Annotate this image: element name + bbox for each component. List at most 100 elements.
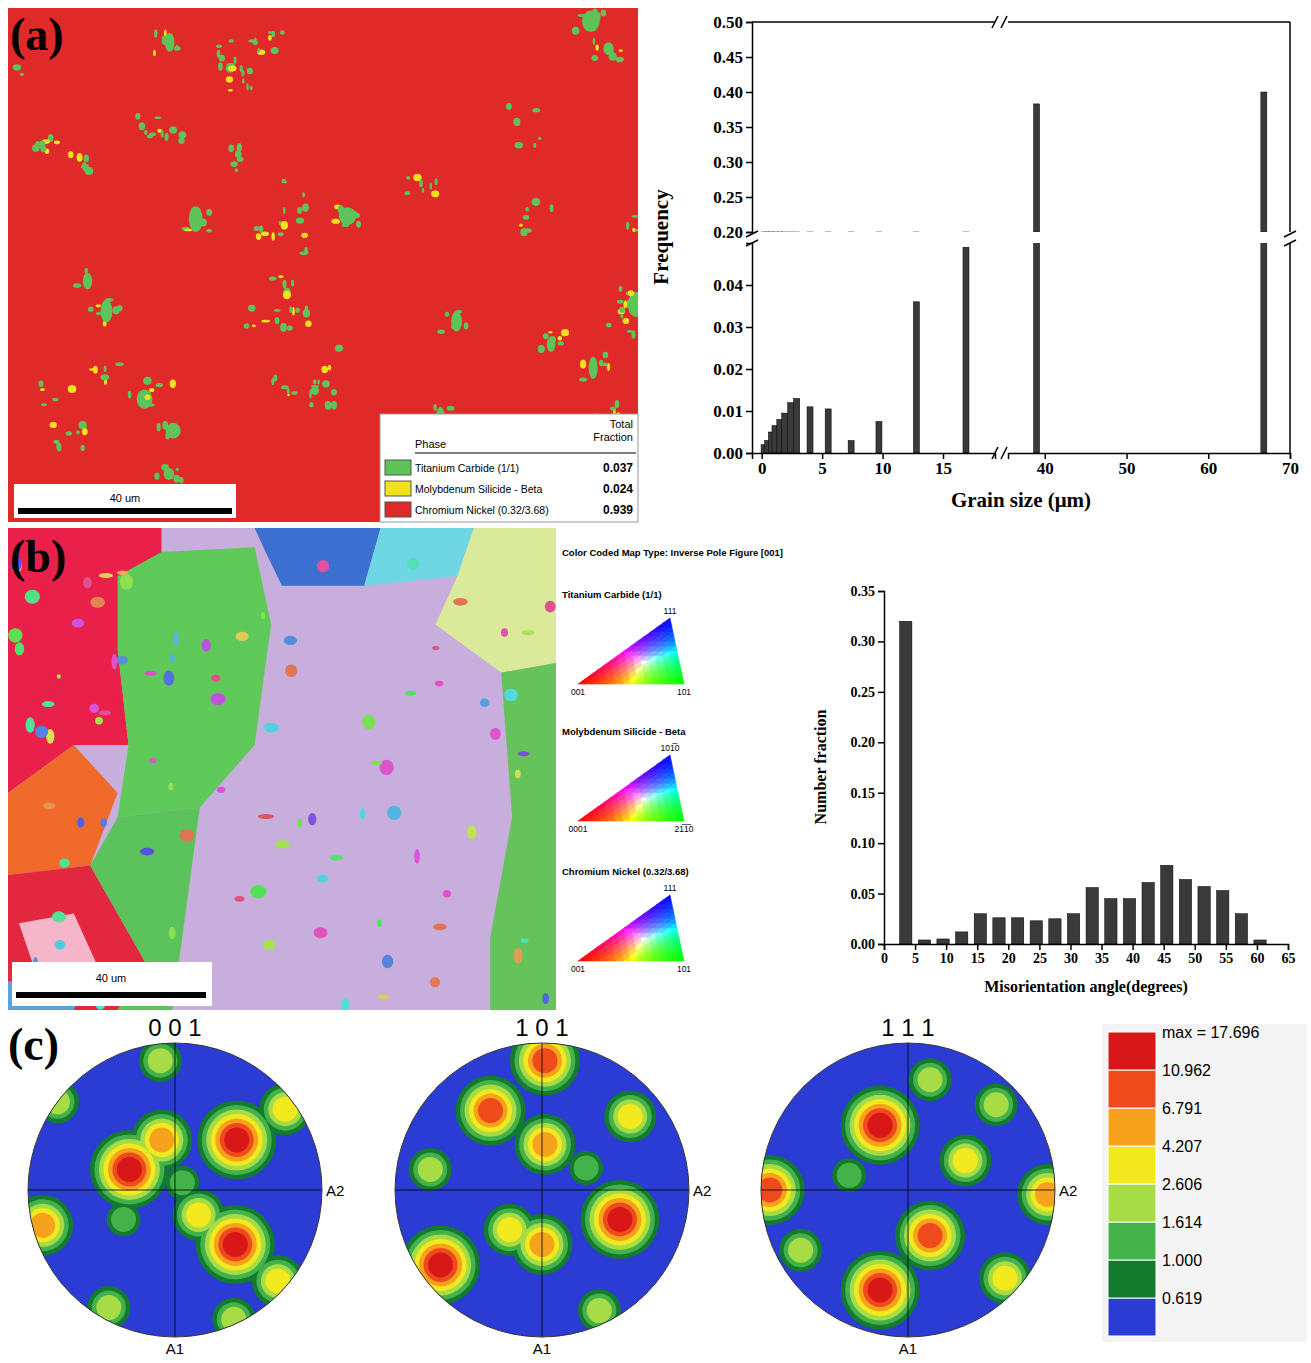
pole-contour — [850, 1095, 911, 1156]
ipf-cell — [641, 797, 649, 802]
particle — [228, 65, 237, 71]
particle — [292, 307, 295, 316]
tick: 0.20 — [851, 735, 885, 750]
ipf-cell — [619, 942, 627, 947]
ipf-cell — [664, 797, 672, 802]
particle — [184, 229, 192, 231]
y-axis-title: Number fraction — [812, 710, 829, 825]
particle — [80, 445, 84, 451]
ipf-cell — [660, 642, 668, 647]
particle — [173, 475, 179, 483]
particle — [178, 137, 185, 144]
particle — [88, 307, 94, 312]
particle — [157, 423, 161, 432]
pole-contour — [256, 1260, 299, 1303]
particle — [371, 761, 382, 766]
particle — [431, 190, 439, 197]
ipf-cell — [656, 797, 664, 802]
tick-mark — [946, 944, 948, 950]
ipf-cell — [668, 779, 676, 784]
bar — [1123, 899, 1135, 944]
tick-label: 55 — [1219, 951, 1233, 966]
pole-contour — [854, 1264, 906, 1316]
ipf-cell — [652, 919, 660, 924]
ipf-cell — [645, 956, 653, 961]
ipf-cell — [627, 942, 635, 947]
ipf-cell — [660, 679, 668, 684]
pole-contour — [418, 1157, 443, 1182]
bar — [876, 422, 882, 454]
particle — [117, 571, 129, 575]
ipf-cell — [659, 637, 667, 642]
pole-contour — [224, 1128, 249, 1153]
particle — [165, 133, 169, 141]
scale-bar-line — [18, 508, 232, 514]
colorbar-band — [1108, 1298, 1156, 1336]
ipf-cell — [654, 651, 662, 656]
particle — [285, 664, 297, 677]
tick-mark — [878, 692, 884, 694]
ipf-cell — [666, 774, 674, 779]
particle — [595, 44, 598, 50]
ipf-cell — [672, 660, 680, 665]
ipf-cell — [642, 665, 650, 670]
tick-label: 0.35 — [713, 118, 743, 137]
tick-mark — [878, 591, 884, 593]
particle — [543, 333, 549, 339]
particle — [278, 275, 284, 278]
particle — [169, 927, 176, 939]
particle — [405, 691, 416, 696]
particle — [264, 723, 279, 733]
ipf-cell — [659, 774, 667, 779]
corner-label: 111 — [664, 883, 677, 893]
particle — [548, 331, 552, 334]
particle — [620, 314, 623, 319]
ipf-cell — [667, 919, 675, 924]
tick-label: 0.03 — [713, 318, 743, 337]
pole-contour — [456, 1076, 526, 1146]
particle — [447, 406, 455, 411]
particle — [218, 62, 223, 70]
tick-mark — [1195, 944, 1197, 950]
particle — [144, 671, 156, 676]
particle — [176, 468, 179, 471]
ipf-cell — [675, 675, 683, 680]
ipf-cell — [671, 937, 679, 942]
ipf-cell — [666, 807, 674, 812]
ipf-cell — [621, 812, 629, 817]
pole-contour — [523, 1039, 566, 1082]
ipf-cell — [615, 679, 623, 684]
particle — [137, 390, 153, 409]
bars — [1008, 243, 1267, 453]
particle — [433, 924, 447, 931]
ipf-cell — [660, 919, 668, 924]
ipf-cell — [644, 637, 652, 642]
ipf-cell — [613, 947, 621, 952]
ipf-cell — [665, 627, 673, 632]
tick-mark — [1101, 944, 1103, 950]
particle — [309, 402, 313, 408]
ipf-cell — [659, 952, 667, 957]
pole-contour — [424, 1248, 458, 1282]
particle — [580, 360, 586, 369]
ipf-cell — [664, 760, 672, 765]
ipf-cell — [664, 937, 672, 942]
ipf-cell — [611, 797, 619, 802]
pole-contour — [273, 1097, 298, 1122]
ipf-cell — [666, 769, 674, 774]
particle — [291, 280, 294, 287]
tick-label: 40 — [1037, 459, 1054, 478]
legend-label: Titanium Carbide (1/1) — [415, 462, 519, 474]
ipf-cell — [672, 937, 680, 942]
particle — [268, 35, 272, 41]
ipf-cell — [669, 928, 677, 933]
ipf-cell — [637, 952, 645, 957]
pole-contour — [918, 1223, 943, 1248]
tick-label: 5 — [818, 459, 827, 478]
ipf-cell — [620, 807, 628, 812]
phase-map: 40 umPhaseTotalFractionTitanium Carbide … — [0, 8, 652, 522]
ipf-cell — [653, 783, 661, 788]
pole-contour — [212, 1298, 255, 1341]
tick-mark — [746, 162, 752, 164]
particle — [226, 76, 233, 82]
